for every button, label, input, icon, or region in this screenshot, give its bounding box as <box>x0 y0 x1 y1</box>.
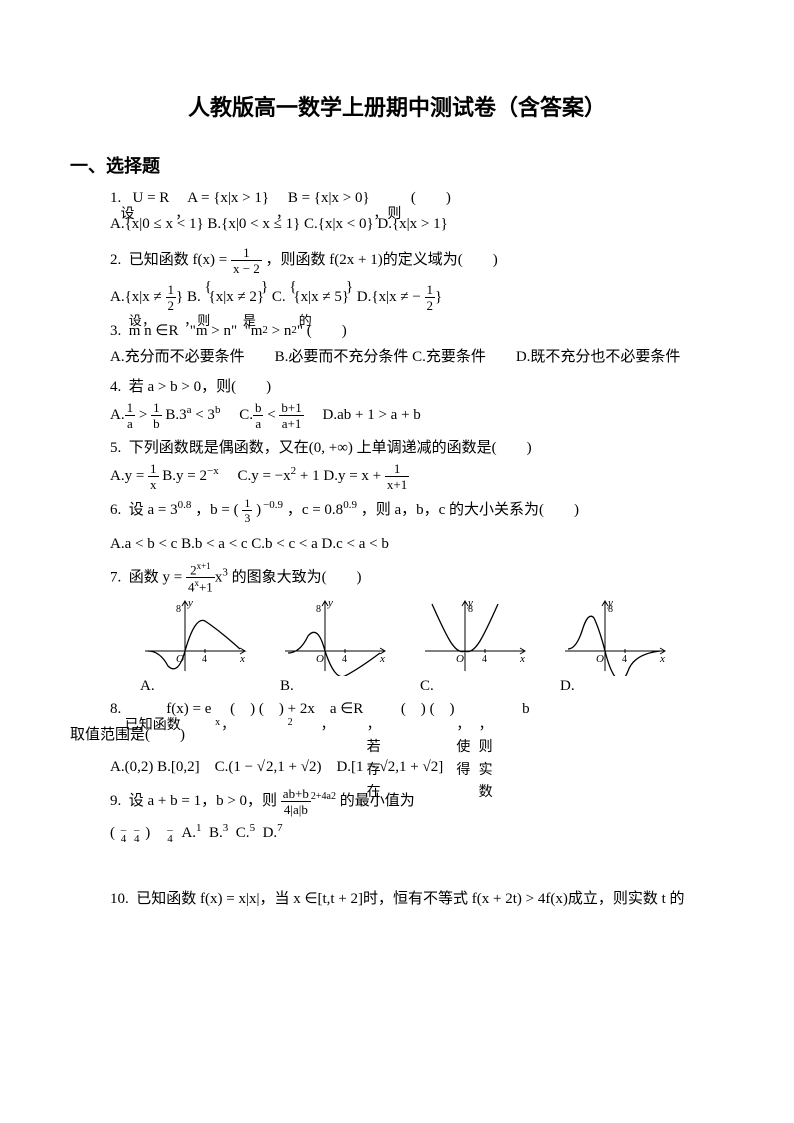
q5-options: A.y = 1x B.y = 2−x C.y = −x2 + 1 D.y = x… <box>110 462 724 491</box>
fraction: 1x − 2 <box>231 246 262 275</box>
fraction: 2x+1 4x+1 <box>186 562 215 594</box>
plot-c: y x O 4 8 C. <box>420 596 530 695</box>
qnum: 9. <box>110 793 121 809</box>
plot-c-svg: y x O 4 8 <box>420 596 530 676</box>
qnum: 2. <box>110 252 121 268</box>
svg-text:8: 8 <box>468 604 473 615</box>
txt: A.{x|x ≠ <box>110 289 166 305</box>
question-3: 3. 设m ，n ∈R ，则 "m > n" 是 "m2 > n2" 的 ( ) <box>110 318 724 343</box>
txt: {x|x ≠ 5} <box>289 289 353 305</box>
fraction: 12 <box>166 283 177 312</box>
svg-text:8: 8 <box>176 604 181 615</box>
question-5: 5. 下列函数既是偶函数，又在(0, +∞) 上单调递减的函数是( ) <box>110 436 724 460</box>
q3-options: A.充分而不必要条件 B.必要而不充分条件 C.充要条件 D.既不充分也不必要条… <box>110 345 724 369</box>
txt: } B. <box>176 289 201 305</box>
q9-options: ( _4 _4 ) _4 A.1 B.3 C.5 D.7 . <box>110 820 724 870</box>
question-8: 8. 已知函数 f(x) = e x ， ( ) ( ) 2 + 2x ， a … <box>110 697 724 721</box>
svg-text:4: 4 <box>202 654 207 665</box>
fraction: ab+b 4|a|b <box>281 787 311 816</box>
question-7: 7. 函数 y = 2x+1 4x+1 x3 的图象大致为( ) <box>110 562 724 594</box>
plot-b: y x O 4 8 B. <box>280 596 390 695</box>
exam-page: 人教版高一数学上册期中测试卷（含答案） 一、选择题 1. U = R 设 A =… <box>0 0 794 953</box>
qnum: 5. <box>110 440 121 456</box>
q7-plots: y x O 4 8 A. y x O 4 8 <box>140 596 724 695</box>
question-1: 1. U = R 设 A = {x|x > 1} ， B = {x|x > 0}… <box>110 186 724 210</box>
txt: U = R <box>133 190 170 206</box>
qnum: 3. <box>110 323 121 339</box>
plot-d-svg: y x O 4 8 <box>560 596 670 676</box>
qnum: 7. <box>110 569 121 585</box>
svg-text:x: x <box>379 653 385 665</box>
svg-text:4: 4 <box>622 654 627 665</box>
txt: ，则函数 f(2x + 1)的定义域为( ) <box>266 252 498 268</box>
txt: ，则 <box>373 204 401 226</box>
svg-text:x: x <box>239 653 245 665</box>
plot-d: y x O 4 8 D. <box>560 596 670 695</box>
question-2: 2. 已知函数 f(x) = 1x − 2 ，则函数 f(2x + 1)的定义域… <box>110 246 724 275</box>
question-6: 6. 设 a = 30.8 ，b = ( 13 )−0.9 ，c = 0.80.… <box>110 497 724 524</box>
txt: ， <box>175 204 189 226</box>
qnum: 8. <box>110 701 121 717</box>
txt: B = {x|x > 0} <box>288 190 370 206</box>
txt: C. <box>268 289 286 305</box>
txt: 已知函数 f(x) = <box>129 252 231 268</box>
q8-options: A.(0,2) B.[0,2] C.(1 − 2,1 + 2) D.[1 − 2… <box>110 755 724 779</box>
plot-a: y x O 4 8 A. <box>140 596 250 695</box>
q1-options: A.{x|0 ≤ x < 1} B.{x|0 < x ≤ 1} C.{x|x <… <box>110 212 724 236</box>
svg-text:x: x <box>519 653 525 665</box>
svg-text:O: O <box>316 653 324 665</box>
svg-text:8: 8 <box>608 604 613 615</box>
plot-b-svg: y x O 4 8 <box>280 596 390 676</box>
qnum: 10. <box>110 891 129 907</box>
qnum: 4. <box>110 379 121 395</box>
svg-text:y: y <box>187 597 193 609</box>
qnum: 6. <box>110 502 121 518</box>
svg-text:x: x <box>659 653 665 665</box>
q2-options: A.{x|x ≠ 12} B. {}{x|x ≠ 2} C. {}{x|x ≠ … <box>110 283 724 312</box>
svg-text:O: O <box>456 653 464 665</box>
txt: D.{x|x ≠ − <box>353 289 424 305</box>
svg-text:8: 8 <box>316 604 321 615</box>
page-title: 人教版高一数学上册期中测试卷（含答案） <box>70 90 724 122</box>
question-9: 9. 设 a + b = 1，b > 0，则 ab+b 4|a|b 2+4a2 … <box>110 787 724 816</box>
svg-text:O: O <box>596 653 604 665</box>
section-heading: 一、选择题 <box>70 152 724 178</box>
q4-options: A.1a > 1b B.3a < 3b C.ba < b+1a+1 D.ab +… <box>110 401 724 430</box>
fraction: 12 <box>425 283 436 312</box>
txt: A = {x|x > 1} <box>187 190 269 206</box>
question-4: 4. 若 a > b > 0，则( ) <box>110 375 724 399</box>
svg-text:4: 4 <box>342 654 347 665</box>
svg-text:4: 4 <box>482 654 487 665</box>
txt: } <box>435 289 442 305</box>
plot-a-svg: y x O 4 8 <box>140 596 250 676</box>
txt: ， <box>276 204 290 226</box>
txt: {x|x ≠ 2} <box>205 289 269 305</box>
question-10: 10. 已知函数 f(x) = x|x|，当 x ∈[t,t + 2]时，恒有不… <box>110 887 724 911</box>
txt: 设 <box>121 204 135 226</box>
q6-options: A.a < b < c B.b < a < c C.b < c < a D.c … <box>110 532 724 556</box>
svg-text:y: y <box>327 597 333 609</box>
paren: ( ) <box>411 190 451 206</box>
